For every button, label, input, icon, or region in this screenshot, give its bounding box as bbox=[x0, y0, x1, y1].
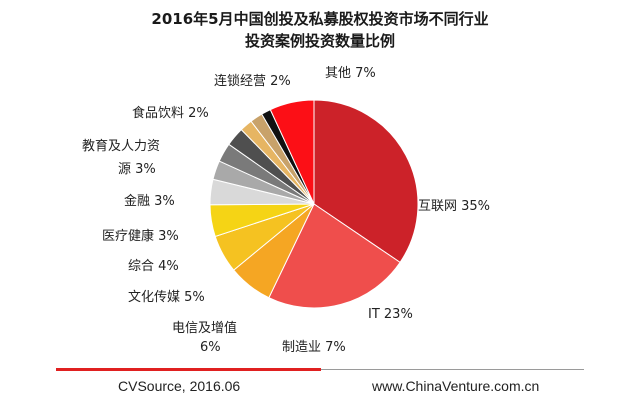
footer-rule-gray bbox=[321, 369, 584, 370]
chart-title: 2016年5月中国创投及私募股权投资市场不同行业 投资案例投资数量比例 bbox=[0, 8, 640, 52]
label-internet: 互联网 35% bbox=[418, 199, 490, 214]
label-chain: 连锁经营 2% bbox=[214, 73, 291, 89]
label-it: IT 23% bbox=[368, 307, 413, 322]
label-healthcare: 医疗健康 3% bbox=[102, 228, 179, 244]
label-other: 其他 7% bbox=[325, 66, 376, 81]
label-telecom-line2: 6% bbox=[200, 340, 221, 355]
label-finance: 金融 3% bbox=[124, 193, 175, 209]
title-line-1: 2016年5月中国创投及私募股权投资市场不同行业 bbox=[151, 10, 489, 28]
footer-rule-red bbox=[56, 368, 321, 371]
website-link[interactable]: www.ChinaVenture.com.cn bbox=[372, 378, 540, 394]
label-telecom-line1: 电信及增值 bbox=[172, 320, 237, 336]
source-text: CVSource, 2016.06 bbox=[118, 378, 241, 394]
label-food: 食品饮料 2% bbox=[132, 105, 209, 121]
pie-slices bbox=[209, 99, 419, 309]
title-line-2: 投资案例投资数量比例 bbox=[244, 32, 395, 50]
label-education-line1: 教育及人力资 bbox=[82, 138, 160, 154]
label-education-line2: 源 3% bbox=[118, 162, 156, 177]
label-comprehensive: 综合 4% bbox=[128, 259, 179, 274]
pie-slice-1 bbox=[313, 99, 419, 264]
pie-slice-13 bbox=[269, 99, 315, 205]
label-manufacturing: 制造业 7% bbox=[282, 340, 346, 355]
label-media: 文化传媒 5% bbox=[128, 290, 205, 305]
